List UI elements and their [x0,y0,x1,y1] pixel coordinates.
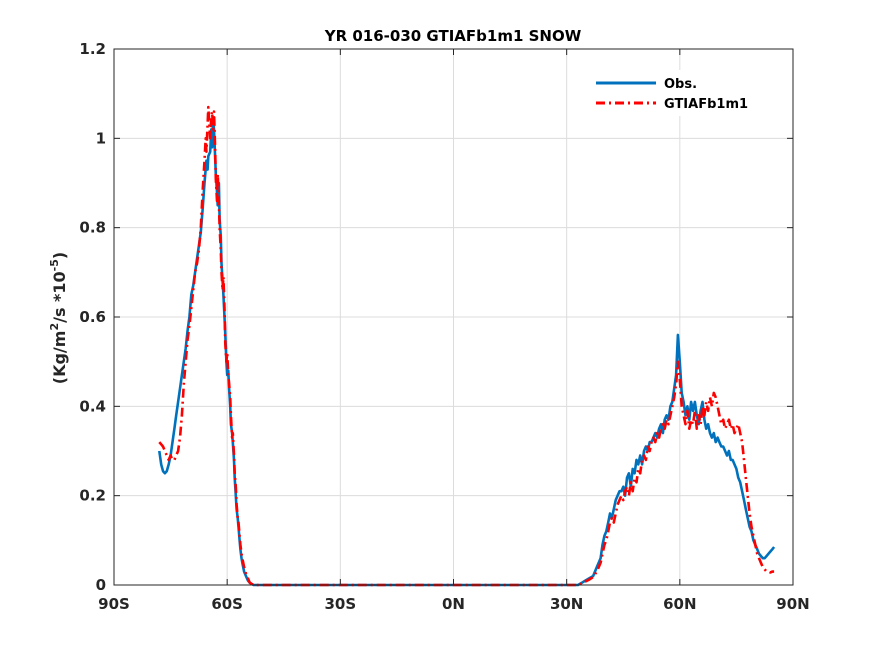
x-tick-label: 30S [324,595,356,613]
y-axis-label: (Kg/m2/s *10-5) [48,252,69,384]
y-tick-label: 1 [96,129,106,147]
y-tick-label: 0 [96,576,106,594]
y-tick-label: 0.6 [79,308,106,326]
x-tick-label: 90S [98,595,130,613]
grid-lines [114,49,793,585]
tick-labels: 90S 60S 30S 0N 30N 60N 90N 0 0.2 0.4 0.6 0.8 1 1.2 [79,40,809,613]
y-axis-label-base: (Kg/m [50,331,69,385]
x-tick-label: 0N [442,595,465,613]
y-axis-label-sq: 2 [48,323,61,331]
x-tick-label: 60N [663,595,696,613]
legend-box [588,70,783,116]
x-tick-label: 30N [550,595,583,613]
tick-marks [113,48,794,586]
legend: Obs. GTIAFb1m1 [588,70,783,116]
y-axis-label-mid: /s *10 [50,271,69,323]
y-tick-label: 0.8 [79,219,106,237]
chart-title: YR 016-030 GTIAFb1m1 SNOW [324,27,582,45]
x-tick-label: 60S [211,595,243,613]
y-tick-label: 0.2 [79,487,106,505]
y-axis-label-exp: -5 [48,259,61,271]
y-tick-label: 1.2 [79,40,106,58]
y-axis-label-end: ) [50,252,69,259]
y-tick-label: 0.4 [79,397,106,415]
series-layer [158,105,776,587]
series-line-gtiafb1m1 [158,105,775,587]
legend-label-obs: Obs. [664,77,697,92]
legend-label-model: GTIAFb1m1 [664,97,748,112]
x-tick-label: 90N [776,595,809,613]
